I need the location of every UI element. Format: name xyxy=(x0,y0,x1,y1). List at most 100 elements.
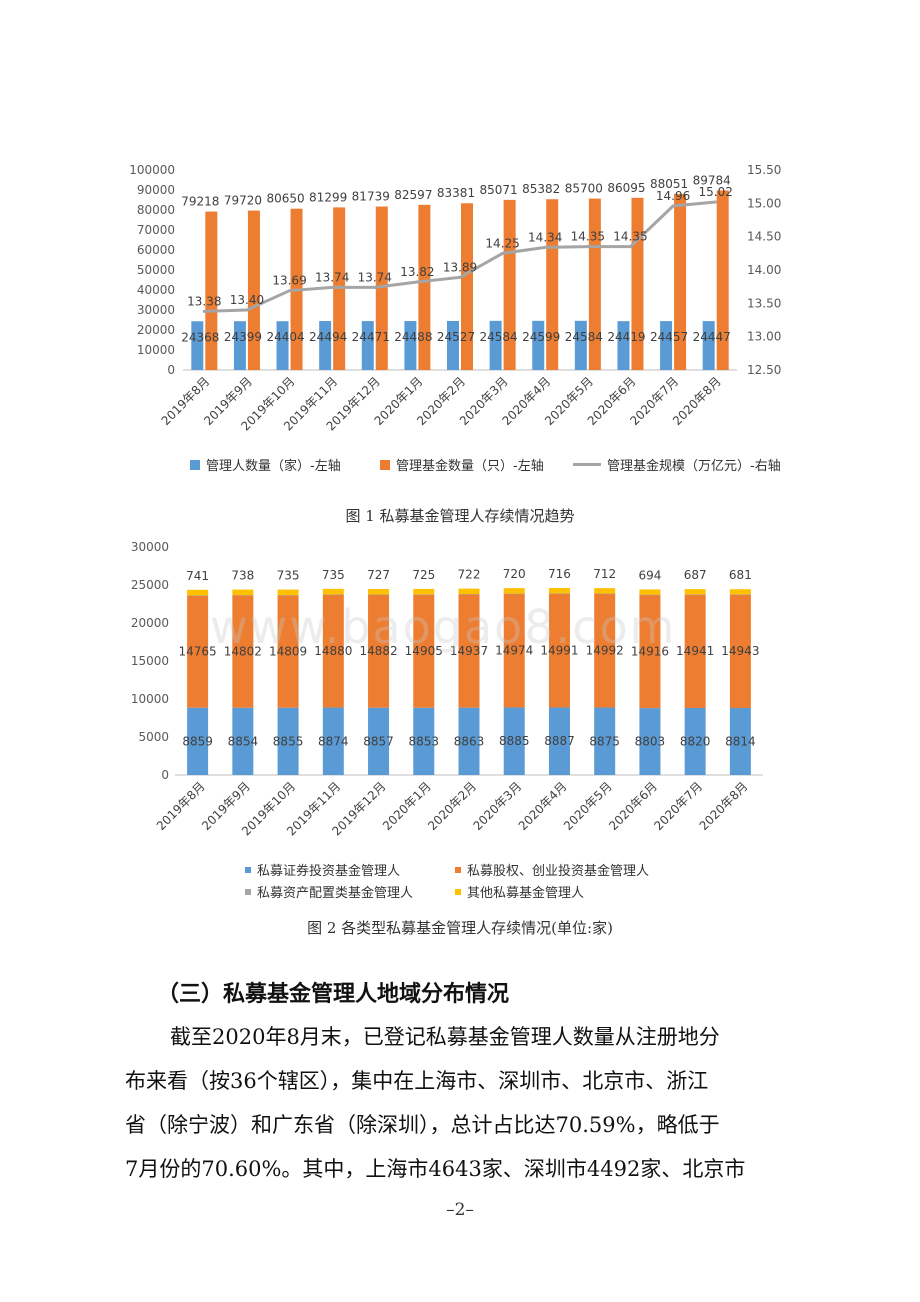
data-label-scale: 13.40 xyxy=(230,293,264,307)
stacked-bar-segment xyxy=(277,589,299,596)
legend-swatch-orange xyxy=(455,866,461,873)
stacked-bar-segment xyxy=(413,594,435,708)
stacked-bar-segment xyxy=(232,589,254,596)
stacked-bar-segment xyxy=(684,707,706,775)
legend-swatch-orange xyxy=(380,459,390,470)
data-label-equity: 14943 xyxy=(721,644,759,658)
data-label-securities: 8887 xyxy=(544,734,575,748)
bar-managers xyxy=(617,321,630,370)
stacked-bar-segment xyxy=(684,589,706,595)
legend-label: 管理基金数量（只）-左轴 xyxy=(396,459,544,474)
stacked-bar-segment xyxy=(548,593,570,594)
stacked-bar-segment xyxy=(503,707,525,775)
stacked-bar-segment xyxy=(639,594,661,596)
data-label-funds: 88051 xyxy=(650,177,688,191)
line-point xyxy=(501,251,505,255)
legend-item-securities: 私募证券投资基金管理人 xyxy=(245,860,400,879)
bar-managers xyxy=(660,321,673,370)
stacked-bar-segment xyxy=(684,594,706,708)
data-label-other: 712 xyxy=(593,567,616,581)
data-label-managers: 24599 xyxy=(522,330,560,344)
stacked-bar-segment xyxy=(277,707,299,775)
stacked-bar-segment xyxy=(458,707,480,775)
watermark: www.baogao8.com xyxy=(210,600,677,654)
legend-item-funds: 管理基金数量（只）-左轴 xyxy=(380,455,544,474)
data-label-scale: 13.69 xyxy=(272,274,306,288)
stacked-bar-segment xyxy=(503,593,525,708)
paragraph-line: 截至2020年8月末，已登记私募基金管理人数量从注册地分 xyxy=(170,1025,720,1049)
data-label-equity: 14974 xyxy=(495,644,533,658)
y2-tick-label: 15.00 xyxy=(747,196,781,210)
stacked-bar-segment xyxy=(548,707,570,775)
data-label-securities: 8857 xyxy=(363,734,394,748)
data-label-managers: 24419 xyxy=(607,330,645,344)
bar-managers xyxy=(233,321,246,370)
stacked-bar-segment xyxy=(413,588,435,595)
stacked-bar-segment xyxy=(594,593,616,595)
stacked-bar-segment xyxy=(413,594,435,595)
y-tick-label: 100000 xyxy=(129,163,175,177)
data-label-securities: 8863 xyxy=(454,734,485,748)
legend-label: 其他私募基金管理人 xyxy=(467,886,585,901)
stacked-bar-segment xyxy=(503,588,525,594)
data-label-funds: 83381 xyxy=(437,186,475,200)
y-tick-label: 20000 xyxy=(137,323,175,337)
legend-label: 私募资产配置类基金管理人 xyxy=(257,886,414,901)
data-label-equity: 14802 xyxy=(224,644,262,658)
data-label-managers: 24584 xyxy=(565,330,603,344)
data-label-scale: 14.35 xyxy=(613,230,647,244)
stacked-bar-segment xyxy=(413,707,435,775)
legend-swatch-line xyxy=(573,463,601,466)
bar-managers xyxy=(489,320,502,370)
bar-funds xyxy=(546,199,559,370)
y-tick-label: 20000 xyxy=(131,616,169,630)
data-label-securities: 8874 xyxy=(318,734,349,748)
y2-tick-label: 12.50 xyxy=(747,363,781,377)
data-label-equity: 14905 xyxy=(405,644,443,658)
data-label-managers: 24527 xyxy=(437,330,475,344)
stacked-bar-segment xyxy=(729,589,751,595)
stacked-bar-segment xyxy=(729,594,751,709)
data-label-scale: 13.89 xyxy=(443,260,477,274)
data-label-scale: 14.25 xyxy=(485,236,519,250)
data-label-managers: 24399 xyxy=(224,330,262,344)
line-point xyxy=(458,275,462,279)
data-label-other: 716 xyxy=(548,567,571,581)
line-point xyxy=(288,289,292,293)
stacked-bar-segment xyxy=(684,594,706,595)
legend-swatch-yellow xyxy=(455,888,461,895)
y2-tick-label: 15.50 xyxy=(747,163,781,177)
stacked-bar-segment xyxy=(277,595,299,708)
bar-funds xyxy=(205,211,218,370)
legend-swatch-blue xyxy=(245,866,251,873)
data-label-equity: 14991 xyxy=(540,643,578,657)
data-label-equity: 14937 xyxy=(450,644,488,658)
stacked-bar-segment xyxy=(368,594,390,708)
bar-funds xyxy=(588,198,601,370)
data-label-scale: 14.34 xyxy=(528,230,562,244)
y2-tick-label: 14.50 xyxy=(747,230,781,244)
y-tick-label: 70000 xyxy=(137,223,175,237)
stacked-bar-segment xyxy=(187,595,209,596)
data-label-funds: 89784 xyxy=(693,173,731,187)
stacked-bar-segment xyxy=(368,707,390,775)
bar-funds xyxy=(503,199,516,370)
bar-managers xyxy=(319,321,332,370)
stacked-bar-segment xyxy=(368,589,390,595)
stacked-bar-segment xyxy=(594,707,616,775)
stacked-bar-segment xyxy=(277,595,299,596)
data-label-scale: 13.74 xyxy=(315,270,349,284)
paragraph-line: 7月份的70.60%。其中，上海市4643家、深圳市4492家、北京市 xyxy=(125,1157,746,1181)
stacked-bar-segment xyxy=(458,594,480,708)
y-tick-label: 25000 xyxy=(131,578,169,592)
data-label-other: 735 xyxy=(277,569,300,583)
y-tick-label: 60000 xyxy=(137,243,175,257)
data-label-other: 720 xyxy=(503,567,526,581)
stacked-bar-segment xyxy=(322,588,344,595)
data-label-funds: 86095 xyxy=(607,181,645,195)
section-paragraph: 截至2020年8月末，已登记私募基金管理人数量从注册地分 布来看（按36个辖区）… xyxy=(125,1015,805,1191)
data-label-funds: 85382 xyxy=(522,182,560,196)
stacked-bar-segment xyxy=(187,707,209,775)
stacked-bar-segment xyxy=(503,593,525,595)
stacked-bar-segment xyxy=(322,594,344,708)
